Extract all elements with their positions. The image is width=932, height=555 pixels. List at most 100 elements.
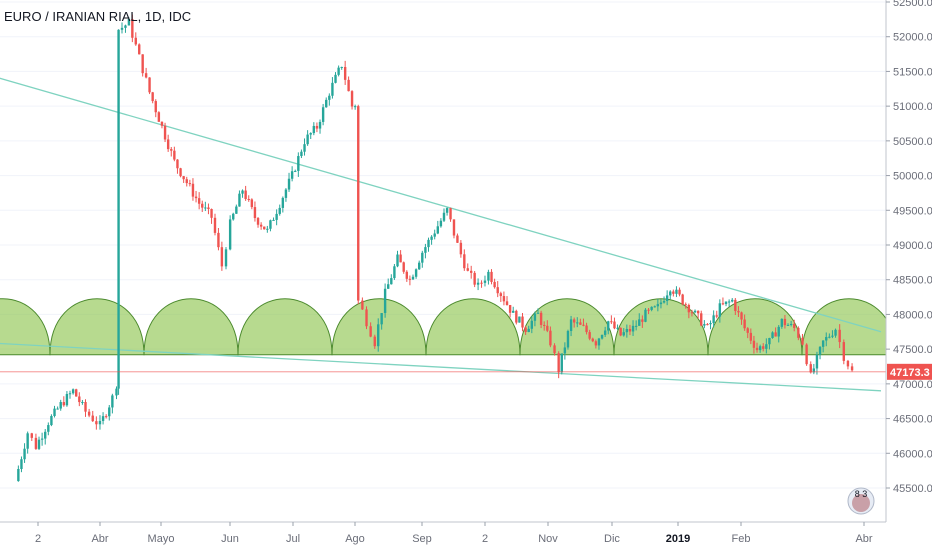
- price-tick-label: 49500.0: [893, 205, 932, 217]
- candle-body: [414, 269, 418, 277]
- candle-body: [238, 193, 241, 207]
- candle-body: [828, 336, 831, 338]
- candle-body: [201, 203, 204, 208]
- candle-body: [117, 29, 120, 389]
- candle-body: [566, 330, 570, 348]
- candle-body: [23, 448, 26, 460]
- candle-body: [281, 197, 285, 208]
- candle-body: [369, 326, 372, 337]
- candle-body: [294, 170, 297, 172]
- logo-text: 8 3: [855, 489, 868, 499]
- candle-body: [712, 315, 715, 324]
- candle-body: [228, 219, 232, 250]
- candle-body: [300, 151, 303, 157]
- candle-body: [452, 219, 456, 236]
- price-tick-label: 50500.0: [893, 136, 932, 148]
- candle-body: [87, 411, 91, 416]
- arc-shape: [237, 298, 333, 356]
- candle-body: [737, 310, 740, 313]
- candle-body: [141, 54, 144, 74]
- candle-body: [585, 325, 588, 333]
- candle-body: [801, 337, 804, 345]
- time-tick-label: Dic: [604, 533, 620, 545]
- candle-body: [560, 353, 563, 373]
- time-tick-label: Feb: [732, 533, 751, 545]
- candle-body: [549, 330, 552, 346]
- candle-body: [508, 305, 512, 313]
- candle-body: [786, 324, 790, 326]
- candle-body: [20, 459, 23, 470]
- candle-body: [78, 396, 81, 403]
- candle-body: [727, 301, 731, 303]
- candle-body: [284, 189, 288, 198]
- candle-body: [579, 322, 582, 325]
- candle-body: [619, 327, 622, 336]
- price-tick-label: 51000.0: [893, 101, 932, 113]
- candle-body: [473, 272, 476, 285]
- candle-body: [232, 213, 235, 220]
- candle-body: [610, 321, 613, 323]
- candle-body: [259, 224, 263, 227]
- candle-body: [421, 252, 424, 263]
- candle-body: [762, 346, 765, 349]
- last-price-tag: [887, 363, 932, 380]
- candle-body: [396, 254, 399, 267]
- candle-body: [191, 183, 195, 197]
- candle-body: [37, 439, 41, 449]
- candle-body: [247, 198, 250, 200]
- candle-body: [272, 219, 275, 221]
- candle-body: [241, 190, 244, 194]
- candle-body: [337, 67, 340, 75]
- candle-body: [120, 27, 124, 30]
- candle-body: [687, 305, 691, 313]
- candle-body: [543, 324, 546, 326]
- candle-body: [758, 346, 762, 351]
- candle-body: [740, 312, 743, 320]
- candle-body: [365, 309, 368, 327]
- candle-body: [50, 416, 53, 426]
- candle-body: [111, 395, 114, 408]
- candle-body: [821, 340, 825, 347]
- candle-body: [515, 310, 518, 323]
- candle-body: [812, 368, 816, 373]
- candle-body: [681, 294, 684, 305]
- time-tick-label: Abr: [855, 533, 872, 545]
- candle-body: [466, 268, 469, 271]
- candle-body: [752, 340, 756, 348]
- candle-body: [569, 319, 573, 331]
- candle-body: [303, 144, 306, 152]
- candle-body: [665, 295, 669, 302]
- candle-body: [493, 281, 496, 288]
- candle-body: [449, 208, 452, 220]
- candle-body: [84, 401, 87, 412]
- candle-body: [210, 208, 213, 218]
- candle-body: [644, 309, 647, 322]
- candle-body: [512, 310, 515, 313]
- candle-body: [144, 73, 148, 78]
- arc-shape: [613, 298, 709, 356]
- arcs-layer: [0, 298, 886, 356]
- price-tick-label: 49000.0: [893, 240, 932, 252]
- candle-body: [131, 18, 134, 38]
- candle-body: [793, 323, 796, 328]
- candle-body: [343, 66, 347, 80]
- candle-body: [576, 322, 579, 324]
- candle-body: [315, 125, 319, 129]
- price-tick-label: 52500.0: [893, 0, 932, 9]
- candle-body: [818, 346, 822, 355]
- candle-body: [641, 319, 644, 322]
- candle-body: [170, 149, 173, 151]
- candle-body: [490, 271, 493, 282]
- candle-body: [361, 300, 364, 310]
- candle-body: [287, 178, 291, 190]
- candle-body: [634, 325, 638, 327]
- candle-body: [104, 416, 108, 418]
- candle-body: [690, 312, 694, 314]
- candle-body: [220, 247, 224, 267]
- candle-body: [638, 319, 641, 326]
- candle-body: [182, 176, 185, 180]
- time-tick-label: Sep: [412, 533, 432, 545]
- candle-body: [647, 309, 650, 311]
